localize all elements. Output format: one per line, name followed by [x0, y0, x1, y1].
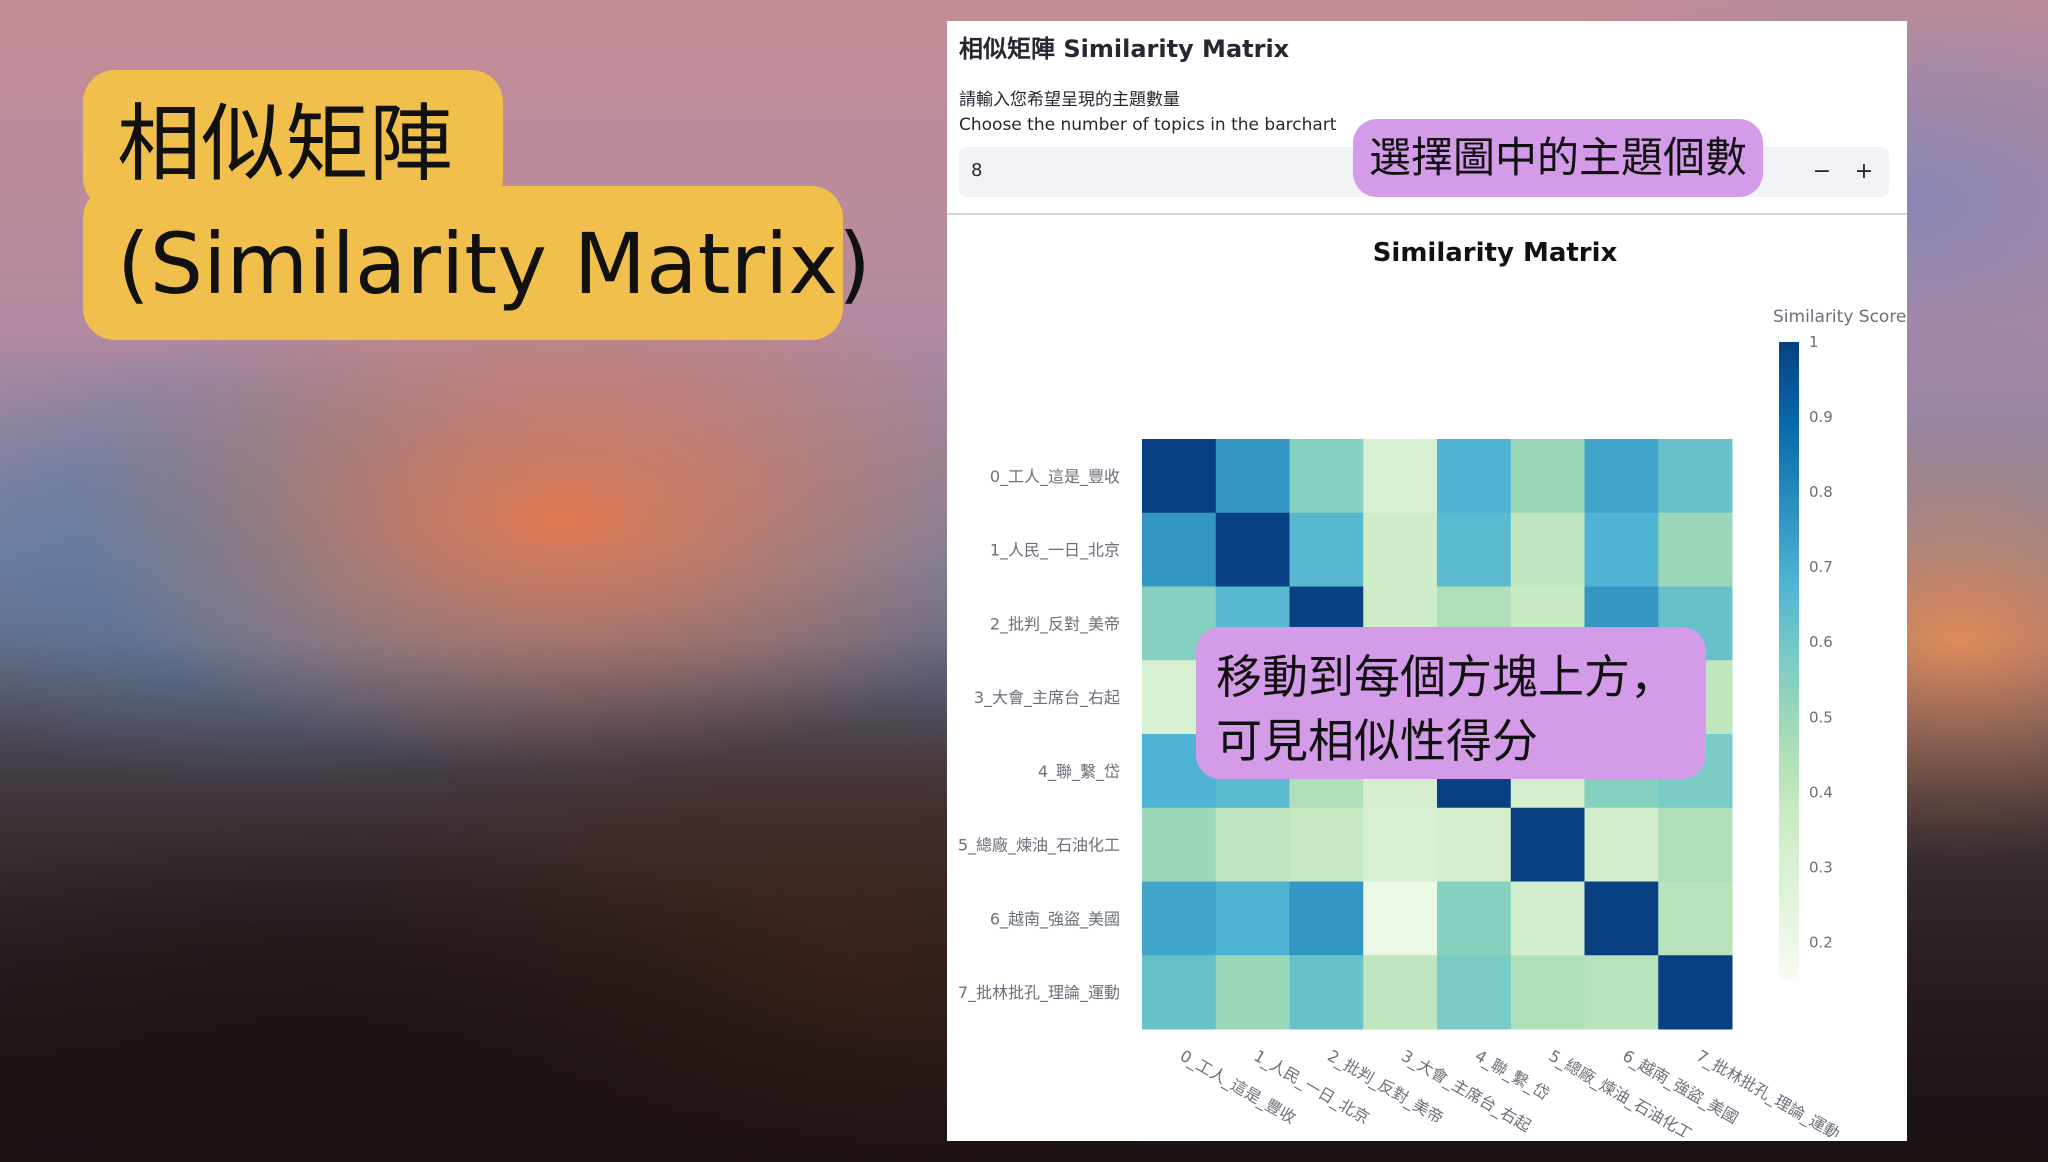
note-hover-line1: 移動到每個方塊上方，	[1216, 650, 1676, 704]
decrement-button[interactable]: −	[1812, 159, 1832, 184]
heatmap-cell[interactable]	[1142, 955, 1217, 1030]
heatmap-cell[interactable]	[1437, 439, 1512, 514]
increment-button[interactable]: +	[1854, 159, 1874, 184]
heatmap-cell[interactable]	[1142, 881, 1217, 956]
colorbar-tick-label: 1	[1809, 333, 1819, 351]
heatmap-cell[interactable]	[1584, 807, 1659, 882]
y-tick-label: 0_工人_這是_豐收	[990, 467, 1120, 487]
callout-shape-bottom	[83, 186, 843, 340]
heatmap-cell[interactable]	[1510, 439, 1585, 514]
heatmap-cell[interactable]	[1363, 512, 1438, 587]
app-title: 相似矩陣 Similarity Matrix	[959, 35, 1290, 63]
colorbar	[1779, 342, 1799, 980]
heatmap-cell[interactable]	[1584, 439, 1659, 514]
slide-title-line2: (Similarity Matrix)	[117, 215, 871, 313]
heatmap-cell[interactable]	[1289, 807, 1364, 882]
heatmap-cell[interactable]	[1363, 881, 1438, 956]
heatmap-cell[interactable]	[1510, 512, 1585, 587]
heatmap-cell[interactable]	[1658, 881, 1733, 956]
colorbar-tick-label: 0.9	[1809, 408, 1833, 426]
y-tick-label: 2_批判_反對_美帝	[990, 614, 1120, 634]
heatmap-cell[interactable]	[1215, 439, 1290, 514]
colorbar-tick-label: 0.7	[1809, 558, 1833, 576]
section-divider	[947, 213, 1907, 215]
topic-count-value[interactable]: 8	[971, 160, 983, 181]
heatmap-cell[interactable]	[1658, 807, 1733, 882]
topic-count-label-en: Choose the number of topics in the barch…	[959, 115, 1337, 135]
chart-title: Similarity Matrix	[1373, 238, 1618, 268]
colorbar-tick-label: 0.4	[1809, 783, 1833, 801]
heatmap-cell[interactable]	[1658, 512, 1733, 587]
y-tick-label: 4_聯_繫_岱	[1038, 762, 1120, 782]
heatmap-cell[interactable]	[1289, 512, 1364, 587]
heatmap-cell[interactable]	[1437, 807, 1512, 882]
y-tick-label: 6_越南_強盜_美國	[990, 909, 1120, 929]
y-axis-labels: 0_工人_這是_豐收 1_人民_一日_北京 2_批判_反對_美帝 3_大會_主席台_右…	[958, 467, 1120, 1003]
heatmap-cell[interactable]	[1510, 807, 1585, 882]
x-tick-label: 7_批林批孔_理論_運動	[1693, 1046, 1843, 1137]
heatmap-cell[interactable]	[1289, 881, 1364, 956]
heatmap-cell[interactable]	[1142, 439, 1217, 514]
y-tick-label: 7_批林批孔_理論_運動	[958, 983, 1120, 1003]
heatmap-cell[interactable]	[1215, 807, 1290, 882]
colorbar-tick-label: 0.5	[1809, 708, 1833, 726]
heatmap-cell[interactable]	[1584, 955, 1659, 1030]
heatmap-cell[interactable]	[1142, 512, 1217, 587]
y-tick-label: 5_總廠_煉油_石油化工	[958, 836, 1120, 856]
heatmap-cell[interactable]	[1289, 955, 1364, 1030]
y-tick-label: 3_大會_主席台_右起	[974, 688, 1120, 708]
heatmap-cell[interactable]	[1584, 881, 1659, 956]
heatmap-cell[interactable]	[1510, 955, 1585, 1030]
heatmap-cell[interactable]	[1215, 955, 1290, 1030]
heatmap-cell[interactable]	[1584, 512, 1659, 587]
colorbar-tick-label: 0.2	[1809, 933, 1833, 951]
heatmap-cell[interactable]	[1142, 807, 1217, 882]
note-hover-line2: 可見相似性得分	[1216, 714, 1538, 768]
heatmap-cell[interactable]	[1215, 512, 1290, 587]
heatmap-cell[interactable]	[1363, 439, 1438, 514]
note-topic-count: 選擇圖中的主題個數	[1353, 119, 1763, 197]
heatmap-cell[interactable]	[1363, 807, 1438, 882]
note-hover-score: 移動到每個方塊上方， 可見相似性得分	[1196, 627, 1706, 779]
heatmap-cell[interactable]	[1658, 955, 1733, 1030]
colorbar-ticks: 1 0.9 0.8 0.7 0.6 0.5 0.4 0.3 0.2	[1809, 333, 1833, 951]
colorbar-tick-label: 0.6	[1809, 633, 1833, 651]
topic-count-label-zh: 請輸入您希望呈現的主題數量	[959, 90, 1180, 110]
heatmap-cell[interactable]	[1215, 881, 1290, 956]
heatmap-cell[interactable]	[1437, 955, 1512, 1030]
heatmap-cell[interactable]	[1363, 955, 1438, 1030]
x-tick-label: 3_大會_主席台_右起	[1398, 1046, 1535, 1136]
y-tick-label: 1_人民_一日_北京	[990, 541, 1120, 561]
heatmap-cell[interactable]	[1437, 881, 1512, 956]
heatmap-cell[interactable]	[1289, 439, 1364, 514]
heatmap-cell[interactable]	[1658, 439, 1733, 514]
colorbar-tick-label: 0.3	[1809, 858, 1833, 876]
x-axis-labels: 0_工人_這是_豐收1_人民_一日_北京2_批判_反對_美帝3_大會_主席台_右…	[1176, 1046, 1843, 1137]
slide-title-line1: 相似矩陣	[117, 95, 454, 193]
heatmap-cell[interactable]	[1510, 881, 1585, 956]
colorbar-title: Similarity Score	[1773, 307, 1906, 327]
heatmap-cell[interactable]	[1437, 512, 1512, 587]
colorbar-tick-label: 0.8	[1809, 483, 1833, 501]
